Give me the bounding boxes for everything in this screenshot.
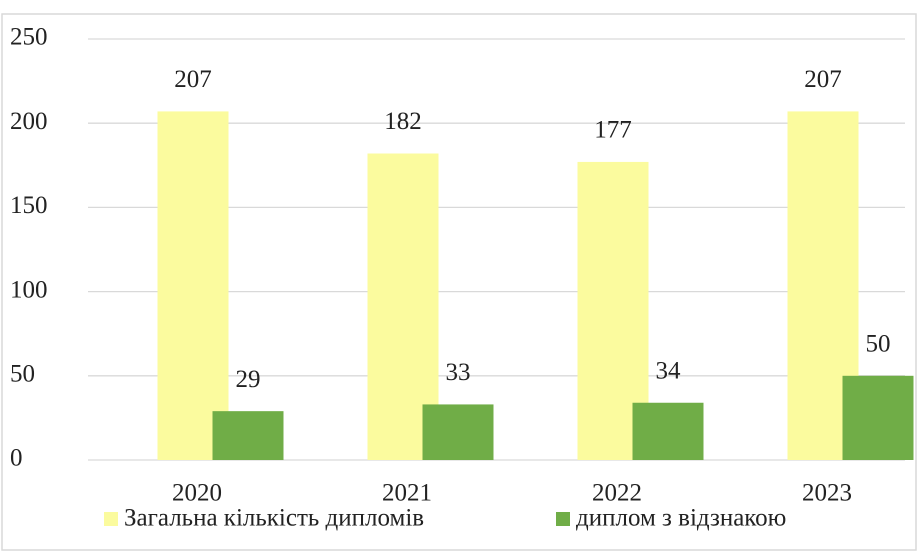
data-label: 34 xyxy=(656,357,682,384)
bar xyxy=(842,375,914,460)
y-tick-label: 50 xyxy=(10,361,35,388)
data-label: 182 xyxy=(384,108,422,135)
x-tick-label: 2020 xyxy=(172,480,222,507)
y-tick-label: 150 xyxy=(10,192,48,219)
x-tick-label: 2022 xyxy=(592,480,642,507)
legend-swatch xyxy=(104,512,118,526)
bar xyxy=(212,411,284,460)
data-label: 177 xyxy=(594,117,632,144)
data-label: 33 xyxy=(446,359,471,386)
legend-swatch xyxy=(556,512,570,526)
bar xyxy=(422,404,494,460)
data-label: 207 xyxy=(174,66,212,93)
y-tick-label: 250 xyxy=(10,24,48,51)
legend-label: диплом з відзнакою xyxy=(576,505,786,532)
data-label: 207 xyxy=(804,66,842,93)
y-tick-label: 0 xyxy=(10,445,23,472)
bar xyxy=(157,111,229,461)
y-tick-label: 200 xyxy=(10,108,48,135)
x-tick-label: 2021 xyxy=(382,480,432,507)
x-tick-label: 2023 xyxy=(802,480,852,507)
data-label: 50 xyxy=(866,331,891,358)
data-label: 29 xyxy=(236,366,261,393)
chart-border xyxy=(1,13,917,551)
y-tick-label: 100 xyxy=(10,276,48,303)
legend-label: Загальна кількість дипломів xyxy=(124,505,424,532)
bar xyxy=(632,402,704,460)
